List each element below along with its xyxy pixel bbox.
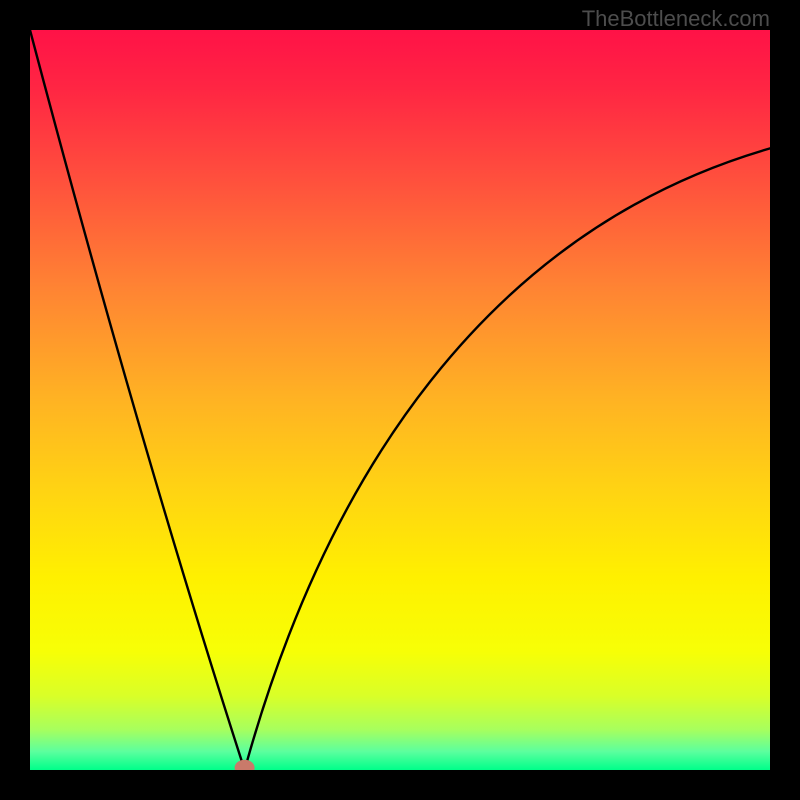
minimum-marker: [235, 760, 255, 770]
plot-area: [30, 30, 770, 770]
chart-stage: TheBottleneck.com: [0, 0, 800, 800]
curve-svg: [30, 30, 770, 770]
watermark-text: TheBottleneck.com: [582, 6, 770, 32]
bottleneck-curve: [30, 30, 770, 770]
